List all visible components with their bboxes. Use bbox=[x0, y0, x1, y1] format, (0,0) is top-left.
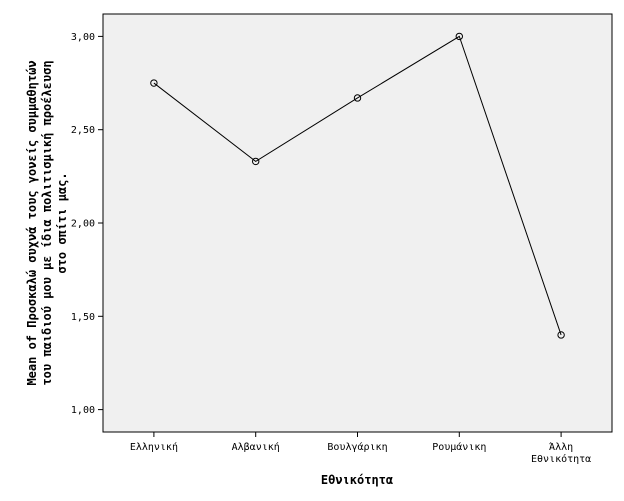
plot-area bbox=[102, 13, 613, 433]
y-tick-label: 1,00 bbox=[71, 405, 95, 416]
data-point bbox=[150, 79, 158, 87]
data-point bbox=[252, 157, 260, 166]
x-tick-label: Αλβανική bbox=[232, 441, 280, 453]
x-tick-label: Ρουμάνικη bbox=[432, 441, 486, 453]
x-tick-label: Ελληνική bbox=[130, 441, 178, 453]
x-tick-label: Βουλγάρικη bbox=[327, 441, 387, 453]
x-tick-label: Άλλη Εθνικότητα bbox=[531, 441, 591, 465]
data-point bbox=[557, 331, 565, 339]
y-tick-label: 1,50 bbox=[71, 312, 95, 323]
y-axis: 1,00 1,50 2,00 2,50 3,00 bbox=[71, 32, 103, 416]
data-point bbox=[353, 94, 362, 102]
x-axis: Ελληνική Αλβανική Βουλγάρικη Ρουμάνικη Άλλη Ε… bbox=[130, 432, 591, 465]
y-axis-title-line: Mean of Προσκαλώ συχνά τους γονείς συμμα… bbox=[25, 60, 39, 385]
series-line bbox=[153, 35, 562, 336]
y-tick-label: 3,00 bbox=[71, 32, 95, 43]
y-axis-title-line: του παιδιού μου με ίδια πολιτισμική προέ… bbox=[40, 60, 54, 385]
y-tick-label: 2,00 bbox=[71, 219, 95, 230]
y-axis-title-line: στο σπίτι μας. bbox=[55, 172, 69, 273]
data-point bbox=[455, 32, 463, 41]
y-tick-label: 2,50 bbox=[71, 125, 95, 136]
y-axis-title: Mean of Προσκαλώ συχνά τους γονείς συμμα… bbox=[25, 60, 69, 385]
data-points bbox=[150, 32, 565, 339]
x-axis-title: Εθνικότητα bbox=[321, 473, 393, 487]
